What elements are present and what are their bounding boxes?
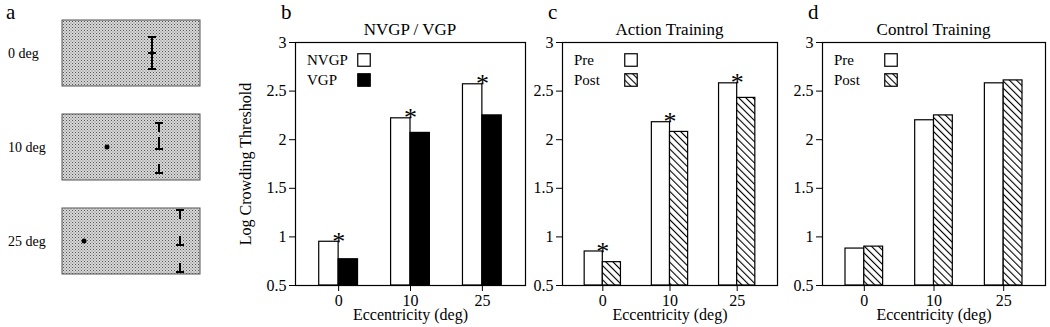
svg-text:*: *: [476, 69, 489, 98]
svg-text:*: *: [404, 103, 417, 132]
html-text:VGP: VGP: [307, 72, 337, 88]
svg-text:10 deg: 10 deg: [8, 140, 46, 155]
svg-text:Log Crowding Threshold: Log Crowding Threshold: [237, 83, 255, 245]
svg-text:*: *: [664, 107, 677, 136]
svg-text:1.5: 1.5: [794, 179, 814, 196]
svg-text:3: 3: [279, 34, 287, 51]
svg-text:10: 10: [662, 291, 678, 309]
svg-text:2: 2: [279, 131, 287, 148]
svg-text:0.5: 0.5: [794, 277, 814, 294]
svg-text:Eccentricity (deg): Eccentricity (deg): [612, 306, 727, 324]
html-text:NVGP: NVGP: [307, 52, 348, 68]
svg-text:2.5: 2.5: [534, 82, 554, 99]
svg-text:25: 25: [996, 292, 1012, 309]
html-text:Control Training: Control Training: [876, 20, 991, 39]
html-text:NVGP / VGP: NVGP / VGP: [363, 20, 457, 39]
html-text:Post: Post: [574, 72, 600, 88]
svg-text:1: 1: [806, 228, 814, 245]
html-text:b: b: [281, 0, 292, 24]
svg-text:1.5: 1.5: [534, 179, 554, 196]
svg-text:1: 1: [279, 228, 287, 245]
html-text:d: d: [808, 0, 819, 24]
svg-text:1: 1: [546, 228, 554, 245]
svg-text:25 deg: 25 deg: [8, 234, 46, 249]
html-text:Action Training: Action Training: [615, 20, 724, 39]
svg-text:*: *: [731, 68, 744, 97]
svg-text:0: 0: [599, 292, 607, 309]
svg-text:0.5: 0.5: [534, 277, 554, 294]
html-text:Post: Post: [834, 72, 860, 88]
svg-text:25: 25: [729, 292, 745, 309]
svg-text:2: 2: [546, 131, 554, 148]
svg-text:Eccentricity (deg): Eccentricity (deg): [876, 306, 991, 324]
svg-text:*: *: [596, 237, 609, 266]
svg-text:Eccentricity (deg): Eccentricity (deg): [353, 306, 468, 324]
html-text:a: a: [6, 0, 16, 24]
svg-text:10: 10: [402, 291, 419, 309]
svg-text:3: 3: [806, 34, 814, 51]
svg-text:25: 25: [474, 292, 490, 309]
html-text:c: c: [548, 0, 558, 24]
svg-text:2.5: 2.5: [794, 82, 814, 99]
svg-text:10: 10: [926, 291, 942, 309]
svg-text:2.5: 2.5: [267, 82, 287, 99]
html-text:Pre: Pre: [574, 52, 594, 68]
svg-text:0: 0: [335, 292, 343, 309]
svg-text:0.5: 0.5: [267, 277, 287, 294]
svg-text:0 deg: 0 deg: [8, 46, 39, 61]
svg-text:*: *: [332, 227, 345, 256]
svg-text:0: 0: [860, 292, 868, 309]
html-text:Pre: Pre: [834, 52, 854, 68]
svg-text:2: 2: [806, 131, 814, 148]
svg-text:1.5: 1.5: [267, 179, 287, 196]
svg-text:3: 3: [546, 34, 554, 51]
